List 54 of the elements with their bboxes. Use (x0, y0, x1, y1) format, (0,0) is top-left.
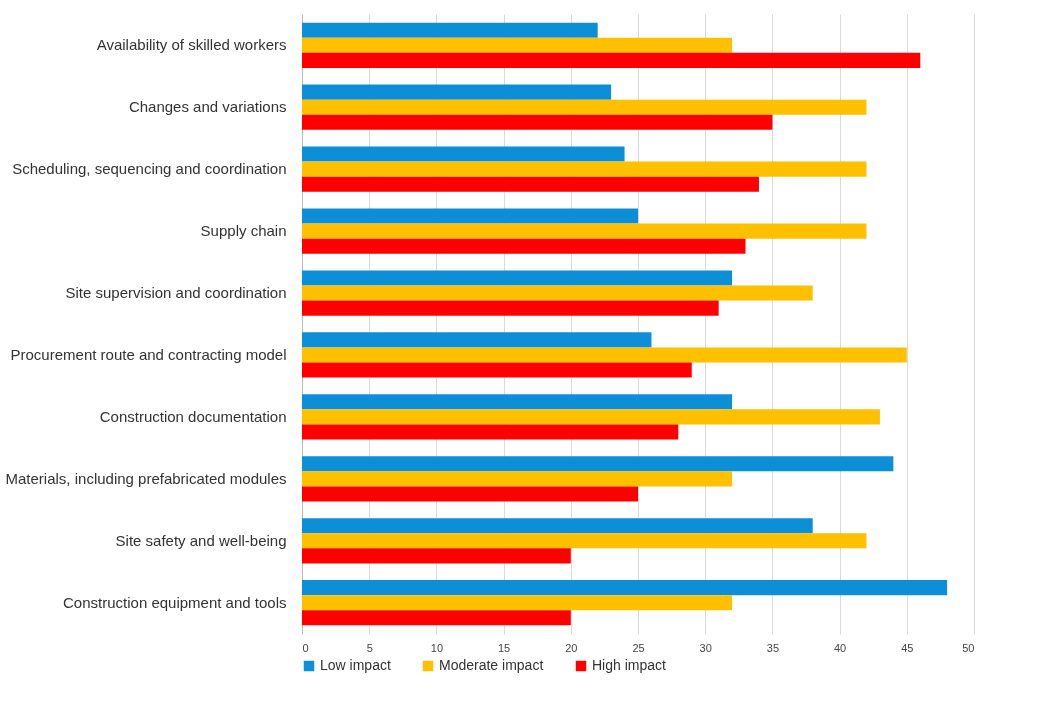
bar (302, 424, 679, 440)
x-tick-label: 20 (565, 641, 578, 654)
legend-label: Moderate impact (439, 657, 544, 673)
y-tick-label: Construction documentation (99, 407, 287, 425)
bar (302, 37, 733, 53)
bar (302, 533, 867, 549)
bar (302, 548, 571, 564)
bar (302, 270, 733, 286)
bar (302, 300, 719, 316)
bar (302, 580, 948, 596)
x-tick-label: 15 (497, 641, 511, 654)
y-tick-label: Changes and variations (128, 98, 287, 116)
bar (302, 362, 692, 378)
y-tick-label: Procurement route and contracting model (10, 345, 287, 363)
x-tick-label: 45 (901, 641, 914, 654)
bar (302, 238, 746, 254)
y-tick-label: Scheduling, sequencing and coordination (12, 160, 287, 178)
bar (302, 52, 921, 68)
y-tick-label: Supply chain (200, 222, 287, 240)
bar (302, 394, 733, 410)
x-tick-label: 35 (766, 641, 780, 654)
bar (302, 595, 733, 611)
bar (302, 223, 867, 239)
bar (302, 285, 813, 301)
x-tick-label: 40 (833, 641, 847, 654)
legend-label: Low impact (320, 657, 391, 673)
y-tick-label: Availability of skilled workers (96, 36, 287, 54)
y-tick-label: Site safety and well-being (115, 531, 287, 549)
bar (302, 22, 598, 38)
bar (302, 471, 733, 487)
x-tick-label: 30 (699, 641, 712, 654)
x-tick-label: 0 (302, 641, 309, 654)
bar (302, 146, 625, 162)
bar (302, 176, 759, 192)
x-tick-label: 25 (632, 641, 645, 654)
bar (302, 347, 907, 363)
bar (302, 332, 652, 348)
bar (302, 99, 867, 115)
x-tick-label: 5 (366, 641, 373, 654)
y-tick-label: Materials, including prefabricated modules (5, 469, 287, 487)
bar (302, 456, 894, 472)
y-tick-label: Construction equipment and tools (63, 593, 287, 611)
x-tick-label: 50 (962, 641, 975, 654)
bar (302, 208, 638, 224)
legend-label: High impact (592, 657, 667, 673)
x-tick-label: 10 (430, 641, 444, 654)
bar (302, 84, 612, 100)
bar (302, 161, 867, 177)
bar (302, 114, 773, 130)
bar (302, 409, 880, 425)
bar (302, 518, 813, 534)
y-tick-label: Site supervision and coordination (65, 284, 287, 302)
bar (302, 486, 638, 502)
bar (302, 610, 571, 626)
